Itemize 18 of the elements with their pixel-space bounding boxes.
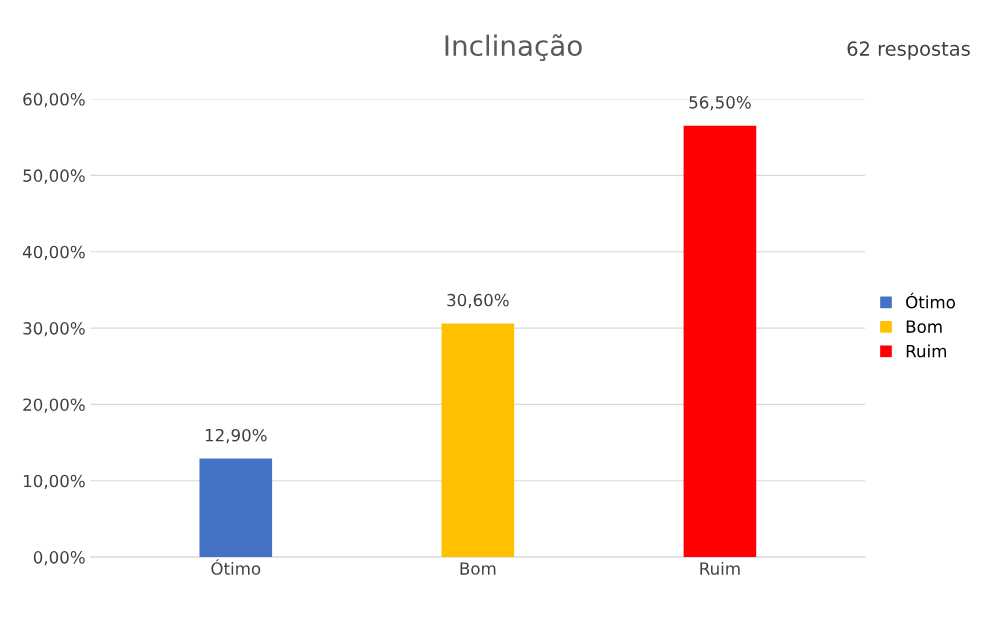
data-label: 56,50% (689, 96, 751, 111)
y-tick-label: 10,00% (23, 474, 85, 490)
text: 62 respostas (847, 41, 970, 60)
y-tick-label: 40,00% (22, 245, 85, 260)
x-tick-label: Ótimo (211, 559, 261, 575)
x-tick-label: Bom (460, 562, 496, 575)
chart-title: Inclinação (445, 34, 582, 62)
y-tick-label: 60,00% (23, 93, 85, 108)
y-tick-label: 0,00% (33, 551, 85, 566)
legend-label: Ótimo (906, 292, 955, 309)
y-tick-label: 20,00% (23, 398, 85, 413)
legend-label: Ruim (906, 344, 946, 358)
x-tick-label: Ruim (700, 561, 740, 575)
y-tick-label: 30,00% (23, 322, 85, 337)
y-tick-label: 50,00% (23, 169, 85, 184)
data-label: 12,90% (205, 428, 267, 444)
legend-label: Bom (906, 320, 942, 333)
data-label: 30,60% (447, 293, 509, 309)
